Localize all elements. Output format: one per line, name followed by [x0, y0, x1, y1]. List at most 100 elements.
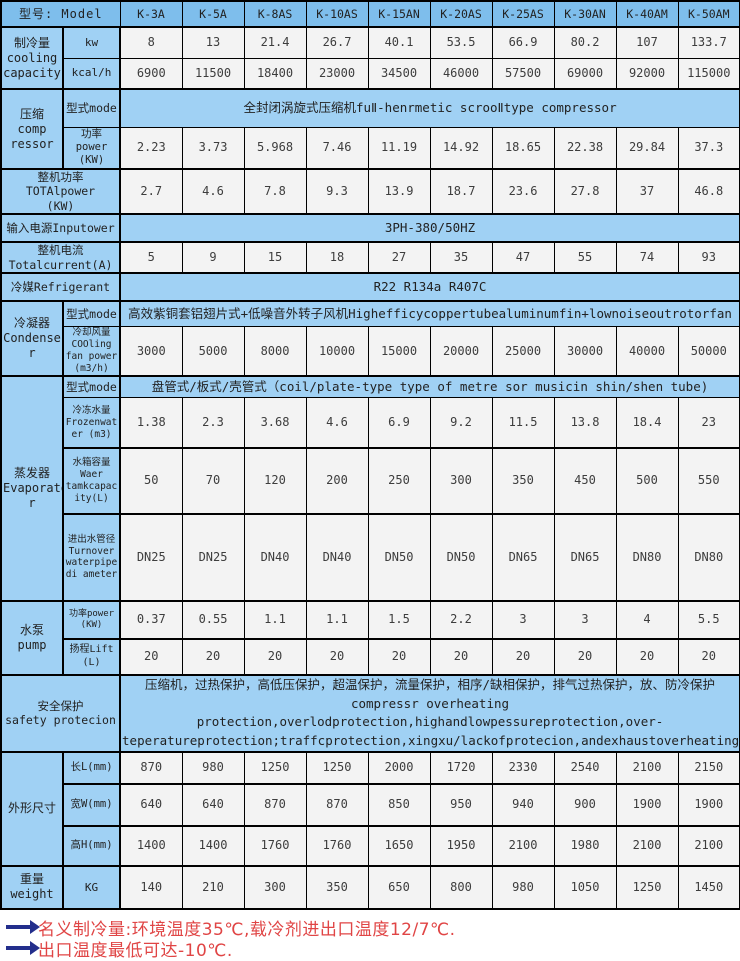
- value-cell: 4.6: [181, 167, 245, 215]
- value-cell: 20: [119, 637, 183, 676]
- merged-value: 压缩机，过热保护，高低压保护，超温保护，流量保护，相序/缺相保护，排气过热保护，…: [119, 673, 740, 753]
- row-label: 水箱容量 Waer tamkcapac ity(L): [62, 446, 122, 515]
- value-cell: 6900: [119, 57, 183, 90]
- spec-table: 型号: Model K-3A K-5A K-8AS K-10AS K-15AN K-20AS…: [0, 0, 740, 910]
- model-name: K-10AS: [305, 0, 369, 28]
- value-cell: 7.8: [243, 167, 307, 215]
- value-cell: 11.5: [491, 397, 555, 449]
- value-cell: 3: [491, 599, 555, 640]
- value-cell: DN80: [677, 512, 740, 602]
- value-cell: 650: [367, 864, 431, 910]
- value-cell: 870: [119, 750, 183, 785]
- value-cell: DN65: [553, 512, 617, 602]
- model-name: K-8AS: [243, 0, 307, 28]
- value-cell: 29.84: [615, 126, 679, 170]
- value-cell: 18.7: [429, 167, 493, 215]
- value-cell: 70: [181, 446, 245, 515]
- value-cell: 11.19: [367, 126, 431, 170]
- arrow-icon: [6, 941, 40, 956]
- value-cell: 0.55: [181, 599, 245, 640]
- value-cell: 1250: [305, 750, 369, 785]
- value-cell: 200: [305, 446, 369, 515]
- value-cell: 1650: [367, 824, 431, 867]
- section-label: 压缩 comp ressor: [0, 88, 64, 170]
- model-header-label: 型号: Model: [0, 0, 121, 28]
- section-label: 整机电流 Totalcurrent(A): [0, 241, 122, 274]
- value-cell: DN50: [367, 512, 431, 602]
- value-cell: 5: [119, 241, 183, 274]
- value-cell: 870: [243, 782, 307, 827]
- value-cell: 1760: [243, 824, 307, 867]
- value-cell: 2100: [615, 750, 679, 785]
- value-cell: 1980: [553, 824, 617, 867]
- value-cell: 74: [615, 241, 679, 274]
- value-cell: 25000: [491, 326, 555, 377]
- row-label: 进出水管径 Turnover waterpipe di ameter: [62, 512, 122, 602]
- value-cell: 50000: [677, 326, 740, 377]
- value-cell: 1.1: [305, 599, 369, 640]
- value-cell: 20: [367, 637, 431, 676]
- value-cell: DN50: [429, 512, 493, 602]
- value-cell: 50: [119, 446, 183, 515]
- value-cell: 140: [119, 864, 183, 910]
- merged-value-line: compressr overheating protection,overlod…: [122, 695, 740, 749]
- model-name: K-30AN: [553, 0, 617, 28]
- value-cell: DN80: [615, 512, 679, 602]
- value-cell: 21.4: [243, 26, 307, 59]
- value-cell: 93: [677, 241, 740, 274]
- row-label: 高H(mm): [62, 824, 122, 867]
- value-cell: 20: [305, 637, 369, 676]
- merged-value: 高效紫铜套铝翅片式+低噪音外转子风机Highefficycoppertubeal…: [119, 299, 740, 328]
- value-cell: 15000: [367, 326, 431, 377]
- value-cell: 26.7: [305, 26, 369, 59]
- value-cell: 210: [181, 864, 245, 910]
- value-cell: 4.6: [305, 397, 369, 449]
- value-cell: 23: [677, 397, 740, 449]
- value-cell: 950: [429, 782, 493, 827]
- value-cell: 1.38: [119, 397, 183, 449]
- value-cell: 3.73: [181, 126, 245, 170]
- value-cell: 40.1: [367, 26, 431, 59]
- value-cell: 450: [553, 446, 617, 515]
- value-cell: 22.38: [553, 126, 617, 170]
- value-cell: 300: [429, 446, 493, 515]
- value-cell: 2.23: [119, 126, 183, 170]
- value-cell: 1720: [429, 750, 493, 785]
- merged-value: 3PH-380/50HZ: [119, 213, 740, 243]
- value-cell: 250: [367, 446, 431, 515]
- value-cell: 35: [429, 241, 493, 274]
- value-cell: 46000: [429, 57, 493, 90]
- value-cell: 2.7: [119, 167, 183, 215]
- model-name: K-5A: [181, 0, 245, 28]
- section-label: 外形尺寸: [0, 750, 64, 867]
- value-cell: 18.65: [491, 126, 555, 170]
- value-cell: 23000: [305, 57, 369, 90]
- value-cell: 18.4: [615, 397, 679, 449]
- value-cell: 940: [491, 782, 555, 827]
- value-cell: 34500: [367, 57, 431, 90]
- value-cell: 0.37: [119, 599, 183, 640]
- value-cell: 20: [491, 637, 555, 676]
- value-cell: 5.5: [677, 599, 740, 640]
- value-cell: 47: [491, 241, 555, 274]
- value-cell: 10000: [305, 326, 369, 377]
- section-label: 制冷量 cooling capacity: [0, 26, 64, 90]
- value-cell: 2.3: [181, 397, 245, 449]
- value-cell: 20: [429, 637, 493, 676]
- value-cell: 640: [181, 782, 245, 827]
- value-cell: 500: [615, 446, 679, 515]
- section-label: 安全保护 safety protecion: [0, 673, 122, 753]
- value-cell: 11500: [181, 57, 245, 90]
- row-label: 功率 power (KW): [62, 126, 122, 170]
- value-cell: 1050: [553, 864, 617, 910]
- value-cell: 20: [243, 637, 307, 676]
- value-cell: 1950: [429, 824, 493, 867]
- value-cell: 9: [181, 241, 245, 274]
- model-name: K-40AM: [615, 0, 679, 28]
- value-cell: 27: [367, 241, 431, 274]
- section-label: 水泵 pump: [0, 599, 64, 676]
- value-cell: 20: [615, 637, 679, 676]
- value-cell: 850: [367, 782, 431, 827]
- merged-value: 盘管式/板式/壳管式（coil/plate-type type of metre…: [119, 374, 740, 399]
- value-cell: 55: [553, 241, 617, 274]
